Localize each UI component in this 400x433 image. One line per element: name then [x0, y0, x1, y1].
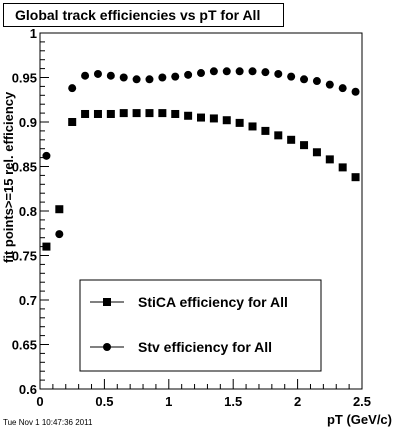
stica-point — [93, 109, 102, 118]
stv-point — [338, 84, 347, 93]
legend-box — [79, 279, 322, 372]
timestamp: Tue Nov 1 10:47:36 2011 — [3, 418, 93, 427]
stv-point — [222, 67, 231, 76]
chart-title: Global track efficiencies vs pT for All — [3, 3, 284, 27]
stica-point — [222, 116, 231, 125]
stica-point — [312, 148, 321, 157]
stica-point — [209, 114, 218, 123]
y-tick-label: 0.65 — [12, 338, 37, 353]
legend-label: Stv efficiency for All — [138, 339, 272, 355]
stica-point — [235, 118, 244, 127]
stica-point — [132, 109, 141, 118]
stica-point — [325, 155, 334, 164]
stica-point — [274, 131, 283, 140]
stica-point — [68, 118, 77, 126]
stv-point — [300, 75, 309, 84]
stica-point — [351, 173, 360, 182]
y-tick-label: 0.85 — [12, 160, 37, 175]
stica-point — [338, 163, 347, 172]
stv-point — [287, 72, 296, 81]
x-axis-label: pT (GeV/c) — [326, 412, 392, 427]
y-tick-label: 0.7 — [19, 293, 37, 308]
x-tick-label: 0.5 — [95, 394, 113, 409]
y-tick-label: 0.95 — [12, 71, 37, 86]
stica-point — [55, 205, 64, 214]
x-tick-label: 1.5 — [224, 394, 242, 409]
stica-point — [287, 135, 296, 144]
y-tick-label: 0.75 — [12, 249, 37, 264]
stv-point — [106, 71, 115, 80]
x-tick-label: 2 — [294, 394, 301, 409]
legend-square-marker — [103, 298, 111, 306]
y-tick-label: 0.8 — [19, 204, 37, 219]
stv-point — [81, 71, 90, 80]
y-axis-label: fit points>=15 rel. efficiency — [1, 91, 16, 263]
stv-point — [145, 75, 154, 84]
stv-point — [55, 230, 64, 239]
stv-point — [248, 67, 257, 76]
stv-point — [171, 72, 180, 81]
stica-point — [261, 126, 270, 135]
stv-point — [42, 151, 51, 160]
stv-point — [261, 68, 270, 77]
stica-point — [300, 141, 309, 150]
stv-point — [312, 77, 321, 86]
stica-point — [42, 242, 51, 251]
stv-point — [351, 87, 360, 96]
y-tick-label: 0.9 — [19, 115, 37, 130]
stica-point — [81, 109, 90, 118]
stv-point — [325, 80, 334, 89]
stv-point — [197, 69, 205, 78]
stv-point — [184, 70, 193, 79]
x-tick-label: 1 — [165, 394, 172, 409]
stica-point — [184, 111, 193, 120]
y-tick-label: 1 — [30, 26, 37, 41]
stica-point — [119, 109, 128, 118]
stv-point — [68, 84, 77, 93]
x-tick-label: 0 — [36, 394, 43, 409]
stica-point — [248, 122, 257, 131]
stv-point — [93, 69, 102, 78]
stica-point — [158, 109, 167, 118]
stica-point — [197, 113, 205, 122]
stv-point — [274, 69, 283, 78]
stv-point — [132, 75, 141, 84]
legend-circle-marker — [103, 343, 111, 351]
stv-point — [119, 73, 128, 82]
stica-point — [145, 109, 154, 118]
y-tick-label: 0.6 — [19, 382, 37, 397]
stica-point — [106, 109, 115, 118]
x-tick-label: 2.5 — [353, 394, 371, 409]
stica-point — [171, 109, 180, 118]
stv-point — [235, 67, 244, 76]
stv-point — [158, 73, 167, 82]
stv-point — [209, 67, 218, 76]
legend-label: StiCA efficiency for All — [138, 294, 288, 310]
